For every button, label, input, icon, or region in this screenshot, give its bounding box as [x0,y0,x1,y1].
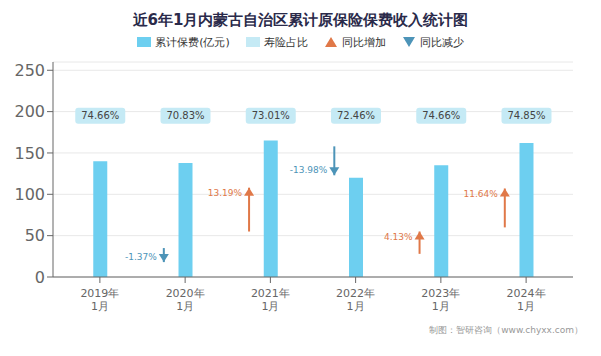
html-text:近6年1月内蒙古自治区累计原保险保费收入统计图: 近6年1月内蒙古自治区累计原保险保费收入统计图 [132,11,469,29]
html-text:寿险占比: 寿险占比 [263,35,308,49]
svg-text:200: 200 [14,102,45,121]
svg-text:74.66%: 74.66% [81,110,119,121]
svg-text:74.85%: 74.85% [507,110,545,121]
svg-text:11.64%: 11.64% [463,189,498,199]
svg-text:4.13%: 4.13% [384,232,413,242]
svg-text:-1.37%: -1.37% [125,252,157,262]
svg-text:2021年1月: 2021年1月 [251,287,290,313]
svg-text:-13.98%: -13.98% [290,165,328,175]
svg-text:2022年1月: 2022年1月 [336,287,375,313]
svg-text:2024年1月: 2024年1月 [507,287,546,313]
svg-text:250: 250 [14,61,45,80]
svg-text:100: 100 [14,185,45,204]
svg-text:150: 150 [14,144,45,163]
svg-text:2019年1月: 2019年1月 [80,287,119,313]
html-text:同比增加: 同比增加 [341,35,386,49]
html-text:累计保费(亿元): 累计保费(亿元) [155,35,230,49]
html-text:同比减少: 同比减少 [419,35,464,49]
svg-text:2020年1月: 2020年1月 [166,287,205,313]
svg-text:72.46%: 72.46% [337,110,375,121]
svg-text:2023年1月: 2023年1月 [421,287,460,313]
html-text:制图：智研咨询（www.chyxx.com）: 制图：智研咨询（www.chyxx.com） [429,325,583,335]
svg-text:50: 50 [25,226,45,245]
svg-text:13.19%: 13.19% [208,188,243,198]
svg-text:73.01%: 73.01% [252,110,290,121]
svg-text:74.66%: 74.66% [422,110,460,121]
svg-text:70.83%: 70.83% [166,110,204,121]
svg-text:0: 0 [35,268,45,287]
